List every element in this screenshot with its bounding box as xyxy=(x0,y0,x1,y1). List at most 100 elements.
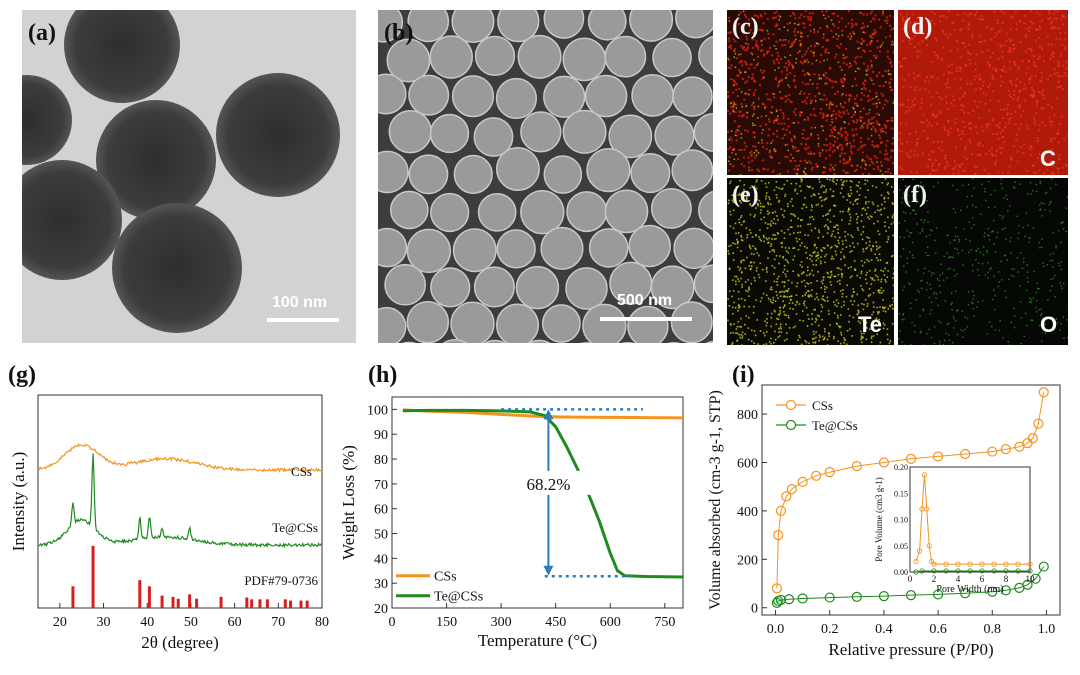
eds-dot xyxy=(770,224,772,227)
eds-dot xyxy=(971,194,973,197)
eds-dot xyxy=(845,109,848,112)
eds-dot xyxy=(797,248,800,251)
eds-dot xyxy=(818,155,821,158)
eds-dot xyxy=(1001,69,1004,72)
sem-sphere xyxy=(705,340,713,343)
eds-dot xyxy=(979,141,982,144)
eds-dot xyxy=(990,267,992,269)
eds-dot xyxy=(784,258,787,261)
eds-dot xyxy=(943,126,946,129)
eds-dot xyxy=(826,144,829,147)
eds-dot xyxy=(768,128,771,131)
eds-dot xyxy=(946,81,949,84)
eds-dot xyxy=(816,133,819,136)
eds-dot xyxy=(1050,106,1053,109)
eds-dot xyxy=(916,154,919,157)
eds-dot xyxy=(891,119,894,122)
eds-dot xyxy=(731,148,734,151)
eds-dot xyxy=(923,267,926,270)
eds-dot xyxy=(1040,308,1042,310)
eds-dot xyxy=(766,29,769,32)
eds-dot xyxy=(735,57,738,60)
eds-dot xyxy=(807,290,809,292)
eds-dot xyxy=(958,240,960,243)
eds-dot xyxy=(904,212,907,214)
eds-dot xyxy=(807,72,809,75)
eds-dot xyxy=(860,136,863,139)
eds-dot xyxy=(877,259,879,262)
eds-dot xyxy=(877,220,879,223)
eds-dot xyxy=(834,244,836,247)
eds-dot xyxy=(1059,38,1062,41)
eds-dot xyxy=(962,170,965,173)
eds-dot xyxy=(877,98,880,101)
eds-dot xyxy=(836,314,839,317)
eds-dot xyxy=(985,199,987,202)
eds-dot xyxy=(875,96,877,98)
eds-dot xyxy=(770,245,772,248)
eds-dot xyxy=(884,170,887,173)
eds-dot xyxy=(876,112,879,115)
xrd-x-tick-label: 40 xyxy=(140,615,154,630)
eds-dot xyxy=(727,31,730,34)
inset-point xyxy=(955,568,961,574)
eds-dot xyxy=(987,49,990,52)
eds-dot xyxy=(1052,25,1055,28)
eds-dot xyxy=(832,35,835,38)
eds-dot xyxy=(1023,83,1026,86)
eds-dot xyxy=(969,53,972,56)
eds-dot xyxy=(983,39,986,42)
xrd-reference-peak xyxy=(265,599,269,608)
eds-dot xyxy=(1023,14,1026,17)
eds-dot xyxy=(750,329,753,332)
eds-dot xyxy=(865,113,868,116)
eds-dot xyxy=(839,129,842,132)
eds-map-oxygen xyxy=(898,178,1068,345)
eds-dot xyxy=(933,342,936,345)
eds-dot xyxy=(779,91,781,93)
bet-point-css xyxy=(905,453,917,464)
eds-dot xyxy=(747,76,750,79)
eds-dot xyxy=(834,205,837,207)
eds-dot xyxy=(849,300,852,302)
bet-point-te-css xyxy=(878,591,890,602)
eds-dot xyxy=(765,237,768,239)
eds-dot xyxy=(822,74,825,76)
eds-dot xyxy=(1029,20,1032,23)
eds-dot xyxy=(748,316,750,319)
eds-dot xyxy=(854,110,856,113)
eds-dot xyxy=(1031,319,1034,322)
eds-dot xyxy=(744,60,747,63)
eds-dot xyxy=(799,319,801,322)
eds-dot xyxy=(832,257,835,260)
xrd-reference-peak xyxy=(138,580,142,608)
eds-dot xyxy=(779,16,782,18)
eds-dot xyxy=(913,97,916,100)
eds-dot xyxy=(827,52,830,54)
eds-dot xyxy=(841,248,844,250)
eds-dot xyxy=(838,46,841,49)
eds-dot xyxy=(752,305,755,308)
eds-dot xyxy=(741,77,744,80)
eds-dot xyxy=(921,228,924,230)
tem-image xyxy=(22,10,356,343)
eds-dot xyxy=(735,83,738,86)
eds-dot xyxy=(988,83,991,86)
eds-dot xyxy=(866,155,869,158)
eds-dot xyxy=(821,125,824,128)
eds-dot xyxy=(785,62,788,65)
eds-dot xyxy=(988,150,991,153)
eds-dot xyxy=(957,235,959,238)
eds-dot xyxy=(1038,153,1041,156)
eds-dot xyxy=(993,308,996,311)
eds-dot xyxy=(787,261,790,264)
inset-point xyxy=(1015,561,1021,567)
eds-dot xyxy=(781,281,784,283)
eds-dot xyxy=(746,234,749,236)
eds-dot xyxy=(848,66,851,69)
eds-dot xyxy=(818,334,821,337)
eds-dot xyxy=(1059,55,1062,58)
eds-dot xyxy=(757,105,760,108)
eds-dot xyxy=(831,255,834,258)
eds-dot xyxy=(1054,26,1057,29)
